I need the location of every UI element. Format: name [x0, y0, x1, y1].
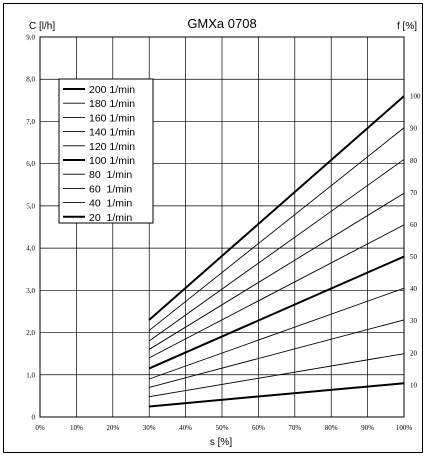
y-tick-label: 2,0 [26, 329, 35, 337]
y-tick-label: 0 [32, 414, 36, 422]
x-tick-label: 10% [70, 424, 83, 432]
series-line [149, 287, 405, 380]
y-axis-label-left: C [l/h] [29, 21, 55, 32]
legend-label: 40 1/min [89, 198, 132, 210]
series-line [148, 127, 405, 331]
y-tick-label: 5,0 [26, 202, 35, 210]
x-tick-label: 90% [361, 424, 374, 432]
y-tick-label: 6,0 [26, 160, 35, 168]
y2-tick-label: 20 [410, 349, 418, 357]
legend: 200 1/min 180 1/min 160 1/min 140 1/min 120 … [58, 78, 154, 224]
y-axis-label-right: f [%] [397, 21, 417, 32]
chart-title: GMXa 0708 [187, 16, 256, 31]
x-tick-label: 30% [143, 424, 156, 432]
y-tick-label: 4,0 [26, 245, 35, 253]
y-tick-label: 7,0 [26, 118, 35, 126]
y2-tick-label: 80 [410, 157, 418, 165]
y2-tick-label: 50 [410, 253, 418, 261]
y2-tick-label: 90 [410, 125, 418, 133]
x-tick-label: 0% [35, 424, 45, 432]
series-line [148, 159, 405, 342]
x-tick-label: 60% [252, 424, 265, 432]
x-tick-label: 40% [179, 424, 192, 432]
x-tick-label: 20% [106, 424, 119, 432]
y-tick-label: 1,0 [26, 371, 35, 379]
chart-frame [3, 3, 423, 453]
legend-label: 60 1/min [89, 183, 132, 195]
legend-label: 20 1/min [89, 212, 132, 224]
tick-labels: 0% 10% 20% 30% 40% 50% 60% 70% 80% 90% 100% 0 1,0 2,0… [26, 34, 421, 433]
x-tick-label: 100% [396, 424, 413, 432]
y-tick-label: 8,0 [26, 76, 35, 84]
y2-tick-label: 40 [410, 285, 418, 293]
y2-tick-label: 100 [410, 93, 421, 101]
legend-label: 180 1/min [89, 98, 135, 110]
series-line [148, 95, 405, 321]
legend-label: 160 1/min [89, 112, 135, 124]
series-line [148, 224, 405, 359]
x-tick-label: 50% [216, 424, 229, 432]
x-tick-label: 70% [288, 424, 301, 432]
legend-label: 200 1/min [89, 84, 135, 96]
y2-tick-label: 30 [410, 317, 418, 325]
y-tick-label: 9,0 [26, 34, 35, 42]
legend-label: 140 1/min [89, 127, 135, 139]
legend-label: 100 1/min [89, 155, 135, 167]
series-line [149, 382, 405, 408]
y-tick-label: 3,0 [26, 287, 35, 295]
legend-label: 80 1/min [89, 169, 132, 181]
y2-tick-label: 70 [410, 189, 418, 197]
y2-tick-label: 60 [410, 221, 418, 229]
series-line [149, 353, 405, 398]
x-axis-label: s [%] [210, 437, 232, 448]
series-line [148, 192, 405, 350]
plot-border [39, 36, 405, 418]
series-line [148, 255, 405, 370]
series-lines [148, 95, 405, 408]
x-tick-label: 80% [325, 424, 338, 432]
series-line [149, 319, 405, 388]
legend-label: 120 1/min [89, 141, 135, 153]
y2-tick-label: 10 [410, 381, 418, 389]
